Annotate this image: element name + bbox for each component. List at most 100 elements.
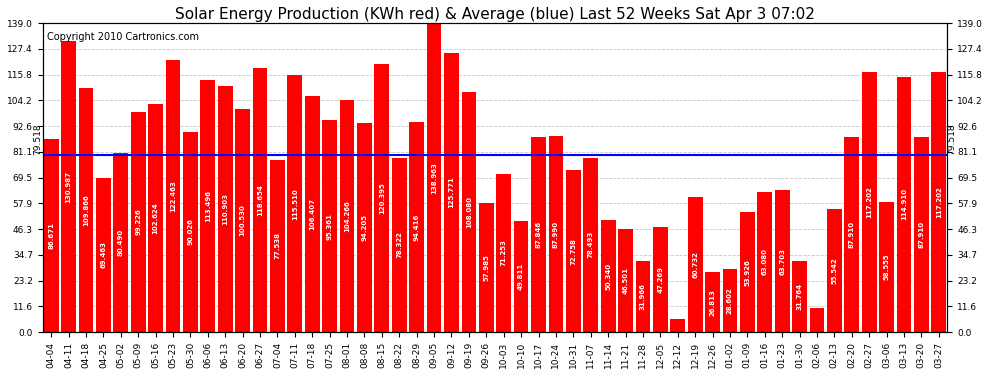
Text: 87.910: 87.910 xyxy=(919,221,925,248)
Bar xyxy=(252,68,267,332)
Text: 108.080: 108.080 xyxy=(466,196,472,228)
Bar xyxy=(636,261,650,332)
Bar xyxy=(409,122,424,332)
Text: 122.463: 122.463 xyxy=(170,180,176,212)
Text: 31.764: 31.764 xyxy=(797,283,803,310)
Text: 50.340: 50.340 xyxy=(605,262,611,290)
Text: 55.542: 55.542 xyxy=(832,257,838,284)
Bar xyxy=(44,140,58,332)
Bar xyxy=(879,202,894,332)
Bar xyxy=(618,229,633,332)
Text: 31.966: 31.966 xyxy=(640,283,645,310)
Text: 53.926: 53.926 xyxy=(744,259,750,285)
Text: 78.493: 78.493 xyxy=(588,231,594,258)
Text: 71.253: 71.253 xyxy=(501,240,507,266)
Bar xyxy=(514,221,529,332)
Bar xyxy=(236,109,250,332)
Text: 120.395: 120.395 xyxy=(379,182,385,214)
Text: 125.771: 125.771 xyxy=(448,176,454,208)
Bar xyxy=(897,76,912,332)
Text: 26.813: 26.813 xyxy=(710,289,716,316)
Text: 77.538: 77.538 xyxy=(274,232,280,260)
Text: 115.510: 115.510 xyxy=(292,188,298,220)
Bar xyxy=(427,23,442,332)
Bar xyxy=(61,41,76,332)
Bar xyxy=(583,158,598,332)
Bar xyxy=(496,174,511,332)
Text: 69.463: 69.463 xyxy=(100,242,107,268)
Text: 78.322: 78.322 xyxy=(396,232,402,258)
Text: 47.269: 47.269 xyxy=(657,266,663,293)
Bar xyxy=(601,220,616,332)
Text: 110.903: 110.903 xyxy=(223,193,229,225)
Text: 72.758: 72.758 xyxy=(570,238,576,265)
Text: 99.226: 99.226 xyxy=(136,209,142,235)
Bar xyxy=(445,53,459,332)
Bar xyxy=(566,170,581,332)
Text: 106.407: 106.407 xyxy=(309,198,315,230)
Bar xyxy=(688,197,703,332)
Bar xyxy=(461,92,476,332)
Bar xyxy=(757,192,772,332)
Bar xyxy=(340,100,354,332)
Bar xyxy=(305,96,320,332)
Bar xyxy=(270,160,285,332)
Bar xyxy=(374,64,389,332)
Text: 95.361: 95.361 xyxy=(327,213,333,240)
Bar xyxy=(392,158,407,332)
Text: 63.703: 63.703 xyxy=(779,248,785,275)
Text: 138.963: 138.963 xyxy=(431,162,438,194)
Text: 117.202: 117.202 xyxy=(866,186,872,218)
Text: 130.987: 130.987 xyxy=(65,171,71,202)
Text: 117.202: 117.202 xyxy=(936,186,941,218)
Bar xyxy=(200,80,215,332)
Bar xyxy=(914,136,929,332)
Text: 114.910: 114.910 xyxy=(901,188,907,220)
Bar xyxy=(670,319,685,332)
Bar xyxy=(810,308,825,332)
Bar xyxy=(653,227,667,332)
Text: 102.624: 102.624 xyxy=(152,202,158,234)
Text: 49.811: 49.811 xyxy=(518,263,524,290)
Text: 58.555: 58.555 xyxy=(883,254,890,280)
Bar xyxy=(96,178,111,332)
Bar xyxy=(705,273,720,332)
Text: 57.985: 57.985 xyxy=(483,254,489,281)
Text: 87.846: 87.846 xyxy=(536,221,542,248)
Bar xyxy=(287,75,302,332)
Text: 100.530: 100.530 xyxy=(240,204,246,236)
Bar xyxy=(932,72,946,332)
Bar xyxy=(531,137,545,332)
Text: 86.671: 86.671 xyxy=(49,222,54,249)
Bar xyxy=(218,86,233,332)
Bar xyxy=(78,88,93,332)
Title: Solar Energy Production (KWh red) & Average (blue) Last 52 Weeks Sat Apr 3 07:02: Solar Energy Production (KWh red) & Aver… xyxy=(175,7,815,22)
Bar xyxy=(827,209,842,332)
Text: 109.866: 109.866 xyxy=(83,194,89,226)
Bar xyxy=(479,203,494,332)
Bar xyxy=(131,111,146,332)
Text: 63.080: 63.080 xyxy=(761,249,767,276)
Text: 28.602: 28.602 xyxy=(727,287,733,314)
Bar xyxy=(792,261,807,332)
Bar xyxy=(548,136,563,332)
Text: 113.496: 113.496 xyxy=(205,190,211,222)
Bar xyxy=(165,60,180,332)
Bar xyxy=(148,104,163,332)
Bar xyxy=(357,123,372,332)
Text: 87.910: 87.910 xyxy=(848,221,854,248)
Text: 118.654: 118.654 xyxy=(257,184,263,216)
Text: Copyright 2010 Cartronics.com: Copyright 2010 Cartronics.com xyxy=(48,32,199,42)
Text: 79.518: 79.518 xyxy=(947,124,956,155)
Text: 90.026: 90.026 xyxy=(187,219,193,246)
Bar xyxy=(861,72,876,332)
Bar xyxy=(740,212,754,332)
Bar xyxy=(844,136,859,332)
Text: 94.416: 94.416 xyxy=(414,213,420,241)
Bar xyxy=(775,190,790,332)
Text: 94.205: 94.205 xyxy=(361,214,367,241)
Text: 80.490: 80.490 xyxy=(118,229,124,256)
Text: 60.732: 60.732 xyxy=(692,251,698,278)
Text: 46.501: 46.501 xyxy=(623,267,629,294)
Bar xyxy=(183,132,198,332)
